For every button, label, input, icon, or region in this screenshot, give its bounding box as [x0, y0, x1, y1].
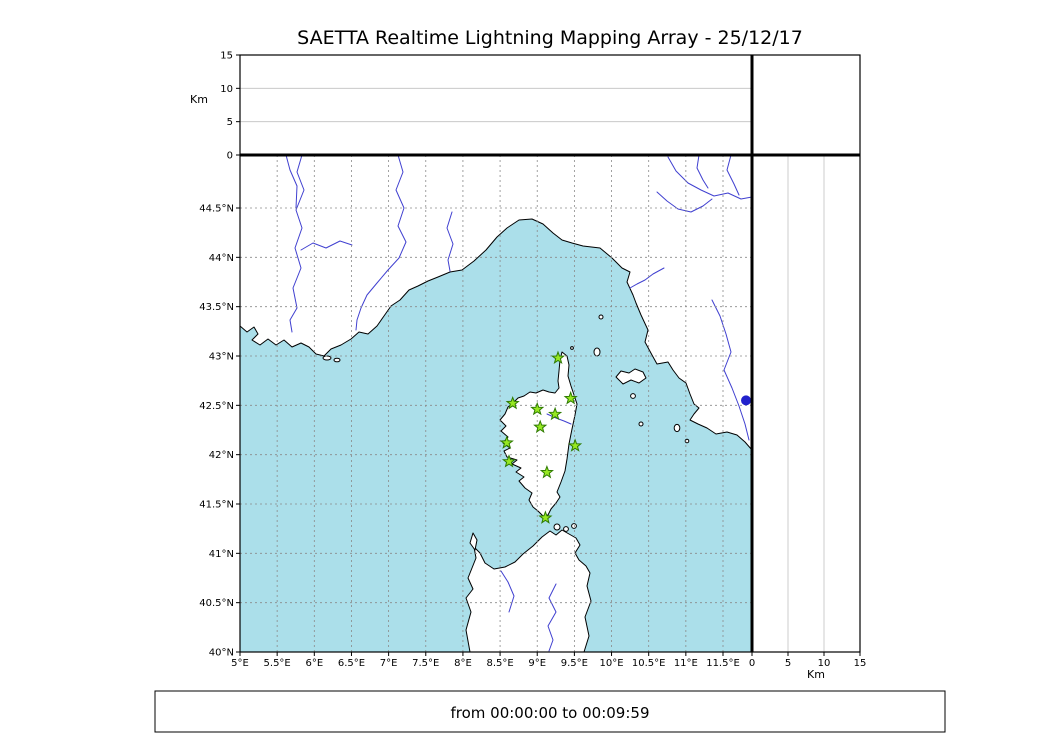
station-star-marker	[533, 419, 548, 434]
station-star-marker	[550, 350, 566, 364]
river	[289, 155, 305, 333]
altitude-tick-label: 0	[227, 151, 233, 162]
lat-tick-label: 43°N	[209, 351, 234, 362]
altitude-tick-label: 10	[220, 84, 233, 95]
lat-tick-label: 41°N	[209, 549, 234, 560]
land-france-italy	[240, 155, 752, 451]
lon-tick-label: 5°E	[231, 658, 249, 669]
station-star-marker	[563, 390, 578, 405]
lat-tick-label: 40.5°N	[199, 598, 234, 609]
panel-gridlines	[240, 87, 825, 652]
map-panel	[240, 155, 752, 652]
lon-tick-label: 5.5°E	[264, 658, 291, 669]
lon-tick-label: 10.5°E	[632, 658, 666, 669]
river	[546, 413, 572, 425]
lon-tick-label: 9°E	[528, 658, 546, 669]
lon-tick-label: 7.5°E	[412, 658, 439, 669]
station-star-marker	[538, 510, 553, 524]
lat-tick-label: 42.5°N	[199, 401, 234, 412]
other-markers	[741, 395, 752, 406]
lon-tick-label: 8°E	[454, 658, 472, 669]
altitude-tick-label: 5	[227, 117, 233, 128]
river	[300, 240, 353, 251]
river	[667, 156, 752, 200]
river	[726, 155, 740, 196]
island-small	[570, 346, 574, 350]
altitude-latitude-panel	[752, 155, 860, 652]
lon-tick-label: 6.5°E	[338, 658, 365, 669]
river	[629, 267, 665, 289]
island-elba	[615, 368, 647, 385]
lat-tick-label: 40°N	[209, 648, 234, 659]
altitude-tick-label: 0	[749, 658, 755, 669]
island-small	[593, 347, 601, 357]
station-star-marker	[499, 435, 514, 449]
km-unit-label-side: Km	[807, 668, 825, 681]
river	[696, 155, 709, 189]
lon-tick-label: 10°E	[600, 658, 624, 669]
island-small	[333, 357, 341, 363]
station-star-marker	[501, 454, 517, 468]
island-small	[638, 421, 644, 427]
lon-tick-label: 6°E	[305, 658, 323, 669]
latitude-tick-labels: 40°N 40.5°N 41°N 41.5°N 42°N 42.5°N 43°N 43.5°N…	[199, 203, 234, 658]
river	[285, 155, 298, 209]
altitude-tick-label: 15	[854, 658, 867, 669]
altitude-tick-label: 10	[818, 658, 831, 669]
station-star-marker	[539, 464, 554, 479]
altitude-axis-labels-top: 0 5 10 15	[220, 50, 233, 161]
altitude-tick-label: 15	[220, 50, 233, 61]
river	[500, 570, 515, 613]
river	[355, 155, 407, 331]
island-small	[553, 523, 561, 531]
island-small	[598, 314, 604, 320]
altitude-tick-label: 5	[785, 658, 791, 669]
map-graticule	[240, 155, 752, 652]
station-star-marker	[548, 406, 563, 421]
land-corsica	[499, 351, 578, 517]
lon-tick-label: 11°E	[674, 658, 698, 669]
lon-tick-label: 11.5°E	[706, 658, 740, 669]
longitude-tick-labels: 5°E 5.5°E 6°E 6.5°E 7°E 7.5°E 8°E 8.5°E 9°E 9.5°E…	[231, 658, 740, 669]
lat-tick-label: 44°N	[209, 253, 234, 264]
lon-tick-label: 8.5°E	[486, 658, 513, 669]
river	[711, 299, 750, 441]
lat-tick-label: 43.5°N	[199, 302, 234, 313]
blue-dot-marker	[741, 395, 752, 406]
plot-title: SAETTA Realtime Lightning Mapping Array …	[297, 27, 803, 49]
island-asinara	[469, 532, 478, 551]
island-small	[322, 355, 332, 361]
time-range-box	[154, 690, 946, 733]
island-small	[630, 393, 636, 399]
station-star-marker	[505, 396, 520, 410]
lat-tick-label: 44.5°N	[199, 203, 234, 214]
lon-tick-label: 7°E	[380, 658, 398, 669]
river	[656, 191, 713, 213]
river	[547, 583, 557, 652]
km-unit-label-top: Km	[190, 93, 208, 106]
island-small	[563, 526, 569, 532]
tick-marks	[236, 54, 861, 656]
river	[446, 211, 454, 272]
altitude-longitude-panel	[240, 55, 752, 155]
land-sardinia	[465, 529, 592, 652]
landmasses	[240, 155, 752, 652]
island-small	[673, 423, 681, 433]
station-star-marker	[568, 438, 583, 452]
figure-frame	[239, 54, 861, 653]
lat-tick-label: 41.5°N	[199, 499, 234, 510]
time-range-label: from 00:00:00 to 00:09:59	[450, 704, 649, 722]
station-markers	[499, 350, 583, 524]
station-star-marker	[530, 401, 545, 416]
lat-tick-label: 42°N	[209, 450, 234, 461]
rivers	[285, 155, 752, 652]
altitude-axis-labels-side: 0 5 10 15	[749, 658, 867, 669]
lon-tick-label: 9.5°E	[561, 658, 588, 669]
altitude-histogram-panel	[752, 55, 860, 155]
